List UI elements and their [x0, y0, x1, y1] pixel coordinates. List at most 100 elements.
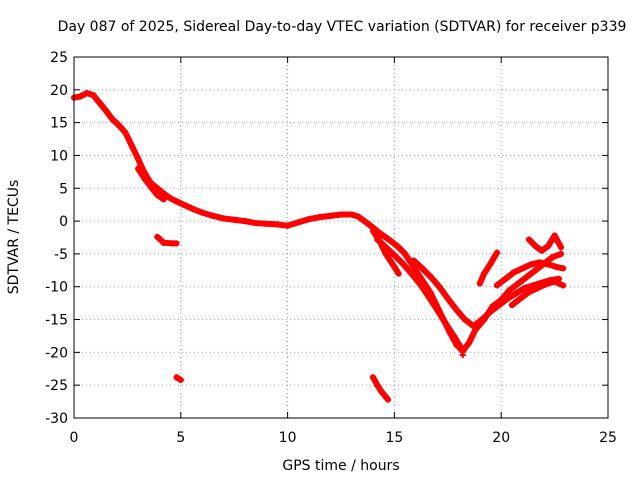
data-point	[348, 211, 355, 218]
data-point	[316, 214, 323, 221]
data-point	[199, 209, 206, 216]
data-point	[444, 295, 451, 302]
data-point	[481, 270, 488, 277]
data-point	[442, 320, 449, 327]
data-point	[457, 344, 464, 351]
data-point	[515, 280, 522, 287]
data-point	[419, 265, 426, 272]
chart-title: Day 087 of 2025, Sidereal Day-to-day VTE…	[58, 19, 627, 35]
data-point	[295, 219, 302, 226]
y-tick-label: -25	[45, 378, 68, 394]
data-point	[173, 240, 180, 247]
y-tick-label: -10	[45, 280, 68, 296]
data-point	[378, 388, 385, 395]
x-tick-label: 15	[385, 430, 403, 446]
track-segment	[451, 333, 464, 351]
data-point	[513, 290, 520, 297]
data-point	[147, 183, 154, 190]
data-point	[399, 260, 406, 267]
data-point	[122, 129, 129, 136]
data-point	[160, 196, 167, 203]
data-point	[382, 234, 389, 241]
data-point	[173, 198, 180, 205]
grid	[74, 57, 608, 418]
y-tick-label: 10	[50, 148, 68, 164]
data-point	[551, 278, 558, 285]
data-point	[549, 254, 556, 261]
data-point	[395, 270, 402, 277]
track-segment	[551, 232, 565, 251]
data-point	[545, 261, 552, 268]
plot-frame	[73, 56, 609, 419]
data-point	[263, 220, 270, 227]
data-point	[451, 333, 458, 340]
data-point	[141, 175, 148, 182]
data-point	[538, 247, 545, 254]
data-point	[461, 316, 468, 323]
x-tick-label: 10	[279, 430, 297, 446]
data-point	[160, 190, 167, 197]
data-point	[519, 265, 526, 272]
data-point	[545, 243, 552, 250]
data-point	[382, 250, 389, 257]
data-point	[551, 232, 558, 239]
data-point	[508, 302, 515, 309]
data-point	[536, 259, 543, 266]
x-tick-label: 20	[492, 430, 510, 446]
y-tick-label: -15	[45, 313, 68, 329]
data-point	[453, 306, 460, 313]
data-point	[90, 92, 97, 99]
data-point	[410, 257, 417, 264]
y-tick-label: 5	[59, 181, 68, 197]
x-axis-label: GPS time / hours	[282, 458, 399, 474]
data-point	[532, 243, 539, 250]
x-tick-label: 5	[176, 430, 185, 446]
data-point	[502, 275, 509, 282]
data-point	[305, 216, 312, 223]
data-point	[466, 339, 473, 346]
data-point	[103, 107, 110, 114]
data-point	[391, 252, 398, 259]
data-point	[459, 351, 466, 358]
series-isolated-segments	[154, 227, 402, 403]
data-point	[209, 212, 216, 219]
data-point	[517, 295, 524, 302]
data-point	[523, 273, 530, 280]
data-point	[506, 287, 513, 294]
data-point	[252, 220, 259, 227]
ticks: 0 5 10 15 20 25 -30 -25 -20 -15 -10 -5 0 5 10 15 20 25	[45, 50, 617, 446]
data-point	[220, 215, 227, 222]
data-point	[327, 212, 334, 219]
data-point	[487, 308, 494, 315]
y-tick-label: 0	[59, 214, 68, 230]
data-point	[83, 90, 90, 97]
data-point	[470, 323, 477, 330]
data-point	[167, 195, 174, 202]
data-point	[135, 165, 142, 172]
x-tick-label: 25	[599, 430, 617, 446]
data-point	[370, 227, 377, 234]
data-point	[534, 285, 541, 292]
data-point	[417, 281, 424, 288]
data-point	[173, 374, 180, 381]
y-tick-label: 15	[50, 116, 68, 132]
data-point	[231, 216, 238, 223]
data-point	[273, 221, 280, 228]
data-point	[558, 250, 565, 257]
data-point	[370, 374, 377, 381]
data-point	[560, 265, 567, 272]
data-point	[402, 250, 409, 257]
data-point	[493, 249, 500, 256]
data-point	[135, 155, 142, 162]
data-point	[355, 213, 362, 220]
data-point	[476, 280, 483, 287]
data-point	[389, 239, 396, 246]
data-point	[190, 206, 197, 213]
data-point	[182, 202, 189, 209]
data-point	[391, 264, 398, 271]
data-point	[361, 218, 368, 225]
data-point	[521, 285, 528, 292]
data-point	[543, 281, 550, 288]
data-point	[77, 93, 84, 100]
